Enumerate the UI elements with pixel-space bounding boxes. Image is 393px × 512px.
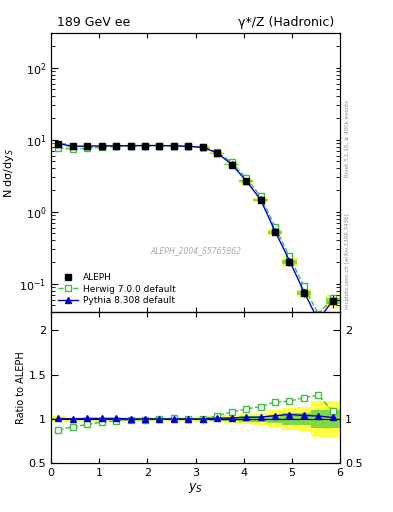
X-axis label: $y_S$: $y_S$	[188, 481, 203, 495]
Y-axis label: N dσ/dy$_S$: N dσ/dy$_S$	[2, 148, 17, 198]
Text: ALEPH_2004_S5765862: ALEPH_2004_S5765862	[150, 247, 241, 255]
Legend: ALEPH, Herwig 7.0.0 default, Pythia 8.308 default: ALEPH, Herwig 7.0.0 default, Pythia 8.30…	[55, 270, 178, 308]
Text: 189 GeV ee: 189 GeV ee	[57, 16, 130, 29]
Text: Rivet 3.1.10, ≥ 400k events: Rivet 3.1.10, ≥ 400k events	[345, 100, 350, 177]
Y-axis label: Ratio to ALEPH: Ratio to ALEPH	[16, 352, 26, 424]
Text: mcplots.cern.ch [arXiv:1306.3436]: mcplots.cern.ch [arXiv:1306.3436]	[345, 214, 350, 309]
Text: γ*/Z (Hadronic): γ*/Z (Hadronic)	[238, 16, 334, 29]
